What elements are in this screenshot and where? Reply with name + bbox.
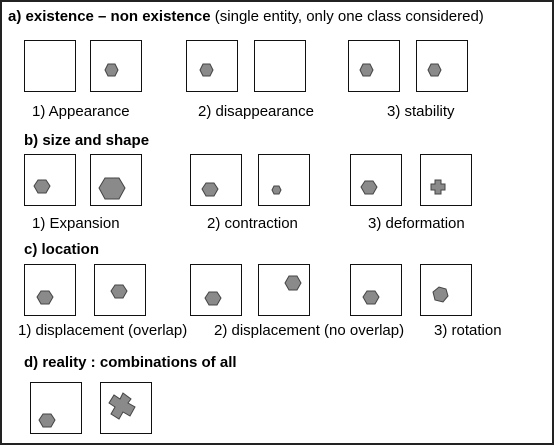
section-d-title: d) reality : combinations of all	[24, 354, 237, 371]
hexagon-shape	[38, 413, 56, 428]
a2-before-box	[186, 40, 238, 92]
caption-c2: 2) displacement (no overlap)	[214, 322, 405, 339]
section-a-subtitle: (single entity, only one class considere…	[210, 8, 484, 25]
cross-shape	[430, 179, 446, 195]
hexagon-shape	[359, 63, 374, 77]
caption-b3: 3) deformation	[368, 215, 465, 232]
hexagon-shape	[204, 291, 222, 306]
hexagon-shape	[33, 179, 51, 194]
c2-before-box	[190, 264, 242, 316]
section-c-title: c) location	[24, 241, 100, 258]
caption-c1: 1) displacement (overlap)	[18, 322, 188, 339]
hexagon-shape	[110, 284, 128, 299]
a1-before-box	[24, 40, 76, 92]
caption-c3: 3) rotation	[434, 322, 502, 339]
section-d-heading: d) reality : combinations of all	[24, 354, 237, 372]
large-hexagon-shape	[98, 177, 126, 200]
hexagon-shape	[201, 182, 219, 197]
a3-after-box	[416, 40, 468, 92]
d-after-box	[100, 382, 152, 434]
c3-after-box	[420, 264, 472, 316]
b2-after-box	[258, 154, 310, 206]
b2-before-box	[190, 154, 242, 206]
caption-b1: 1) Expansion	[32, 215, 120, 232]
section-c-heading: c) location	[24, 241, 99, 259]
caption-a3: 3) stability	[387, 103, 455, 120]
rotated-hexagon-shape	[432, 286, 449, 303]
a2-after-box	[254, 40, 306, 92]
hexagon-shape	[284, 275, 302, 291]
c2-after-box	[258, 264, 310, 316]
d-before-box	[30, 382, 82, 434]
hexagon-shape	[360, 180, 378, 195]
caption-b2: 2) contraction	[207, 215, 298, 232]
b3-before-box	[350, 154, 402, 206]
section-a-title: a) existence – non existence	[8, 8, 211, 25]
b1-after-box	[90, 154, 142, 206]
c1-before-box	[24, 264, 76, 316]
section-b-title: b) size and shape	[24, 132, 150, 149]
section-b-heading: b) size and shape	[24, 132, 149, 150]
rotated-cross-shape	[108, 392, 136, 420]
caption-a1: 1) Appearance	[32, 103, 130, 120]
hexagon-shape	[427, 63, 442, 77]
a3-before-box	[348, 40, 400, 92]
a1-after-box	[90, 40, 142, 92]
caption-a2: 2) disappearance	[198, 103, 314, 120]
c1-after-box	[94, 264, 146, 316]
hexagon-shape	[199, 63, 214, 77]
b1-before-box	[24, 154, 76, 206]
small-hexagon-shape	[271, 185, 282, 195]
c3-before-box	[350, 264, 402, 316]
hexagon-shape	[104, 63, 119, 77]
section-a-heading: a) existence – non existence (single ent…	[8, 8, 484, 26]
hexagon-shape	[362, 290, 380, 305]
b3-after-box	[420, 154, 472, 206]
hexagon-shape	[36, 290, 54, 305]
